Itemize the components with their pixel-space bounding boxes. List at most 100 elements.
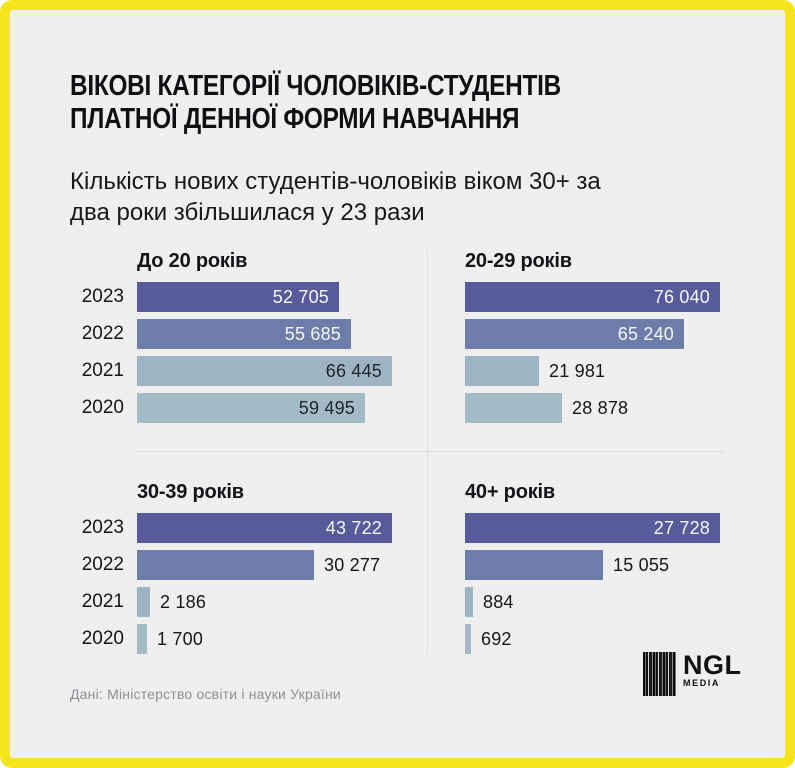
barcode-logo-icon (643, 652, 676, 696)
bar-row: 65 240 (465, 319, 725, 349)
bar-value-label: 30 277 (324, 555, 381, 575)
year-label: 2023 (81, 286, 124, 307)
bar-row: 2022 55 685 (70, 319, 427, 349)
bar-2022 (137, 550, 314, 580)
bar-row: 2021 2 186 (70, 587, 427, 617)
chart-subtitle-line2: два роки збільшилася у 23 рази (70, 199, 425, 226)
year-label: 2020 (81, 397, 124, 418)
bar-row: 2020 1 700 (70, 624, 427, 654)
bar-row: 21 981 (465, 356, 725, 386)
panel-rows: 76 040 65 240 21 981 28 878 (465, 282, 725, 423)
bar-row: 27 728 (465, 513, 725, 543)
panel-title: 30-39 років (137, 481, 244, 503)
panel-rows: 2023 52 705 2022 55 685 2021 66 445 2020 59 495 (70, 282, 427, 423)
bar-value-label: 59 495 (298, 398, 355, 418)
panel-0: До 20 років 2023 52 705 2022 55 685 2021 66 4… (70, 250, 427, 423)
bar-track: 2 186 (137, 587, 392, 617)
bar-track: 1 700 (137, 624, 392, 654)
logo-subname: MEDIA (683, 678, 720, 688)
ngl-logo: NGL MEDIA (643, 652, 742, 696)
bar-track: 52 705 (137, 282, 392, 312)
bar-row: 76 040 (465, 282, 725, 312)
bar-track: 884 (465, 587, 720, 617)
panel-2: 30-39 років 2023 43 722 2022 30 277 2021 2 18… (70, 481, 427, 654)
bar-value-label: 21 981 (549, 361, 606, 381)
bar-track: 692 (465, 624, 720, 654)
bar-row: 2022 30 277 (70, 550, 427, 580)
bar-track: 27 728 (465, 513, 720, 543)
panel-rows: 2023 43 722 2022 30 277 2021 2 186 2020 1 700 (70, 513, 427, 654)
bar-row: 2023 52 705 (70, 282, 427, 312)
bar-row: 2020 59 495 (70, 393, 427, 423)
bar-row: 2021 66 445 (70, 356, 427, 386)
bar-track: 76 040 (465, 282, 720, 312)
bar-value-label: 55 685 (284, 324, 341, 344)
bar-track: 55 685 (137, 319, 392, 349)
bar-value-label: 43 722 (325, 518, 382, 538)
bar-value-label: 2 186 (160, 592, 207, 612)
chart-subtitle: Кількість нових студентів-чоловіків віко… (70, 166, 785, 228)
bar-track: 30 277 (137, 550, 392, 580)
infographic-background: ВІКОВІ КАТЕГОРІЇ ЧОЛОВІКІВ-СТУДЕНТІВ ПЛА… (10, 10, 785, 758)
bar-2020: 59 495 (137, 393, 365, 423)
bar-track: 66 445 (137, 356, 392, 386)
bar-2021 (465, 587, 473, 617)
logo-name: NGL (683, 650, 742, 680)
chart-subtitle-line1: Кількість нових студентів-чоловіків віко… (70, 168, 601, 195)
bar-2023: 52 705 (137, 282, 339, 312)
year-label: 2020 (81, 628, 124, 649)
bar-value-label: 76 040 (653, 287, 710, 307)
source-note: Дані: Міністерство освіти і науки Україн… (70, 686, 341, 702)
year-label: 2021 (81, 591, 124, 612)
panel-divider-horizontal (137, 451, 725, 452)
panel-1: 20-29 років 76 040 65 240 21 981 28 878 (427, 250, 725, 423)
bar-2021: 66 445 (137, 356, 392, 386)
bar-track: 65 240 (465, 319, 720, 349)
page-title-line2: ПЛАТНОЇ ДЕННОЇ ФОРМИ НАВЧАННЯ (70, 103, 520, 135)
bar-value-label: 52 705 (272, 287, 329, 307)
ngl-logo-text: NGL MEDIA (683, 650, 742, 689)
charts-grid: До 20 років 2023 52 705 2022 55 685 2021 66 4… (70, 250, 725, 654)
year-label: 2022 (81, 323, 124, 344)
panel-title: 20-29 років (465, 250, 572, 272)
year-label: 2022 (81, 554, 124, 575)
bar-2021 (137, 587, 150, 617)
bar-track: 43 722 (137, 513, 392, 543)
panel-title: 40+ років (465, 481, 555, 503)
bar-2023: 27 728 (465, 513, 720, 543)
bar-2022: 55 685 (137, 319, 351, 349)
bar-track: 15 055 (465, 550, 720, 580)
bar-2020 (465, 393, 562, 423)
panel-title: До 20 років (137, 250, 248, 272)
bar-2023: 76 040 (465, 282, 720, 312)
bar-track: 59 495 (137, 393, 392, 423)
bar-value-label: 27 728 (653, 518, 710, 538)
page-title-line1: ВІКОВІ КАТЕГОРІЇ ЧОЛОВІКІВ-СТУДЕНТІВ (70, 70, 561, 102)
bar-2020 (137, 624, 147, 654)
panel-divider-vertical (427, 250, 428, 654)
bar-value-label: 1 700 (157, 629, 204, 649)
bar-row: 692 (465, 624, 725, 654)
year-label: 2021 (81, 360, 124, 381)
bar-2020 (465, 624, 471, 654)
bar-2022 (465, 550, 603, 580)
bar-row: 28 878 (465, 393, 725, 423)
bar-value-label: 15 055 (613, 555, 670, 575)
panel-rows: 27 728 15 055 884 692 (465, 513, 725, 654)
bar-row: 15 055 (465, 550, 725, 580)
bar-2021 (465, 356, 539, 386)
bar-value-label: 884 (483, 592, 514, 612)
page-title: ВІКОВІ КАТЕГОРІЇ ЧОЛОВІКІВ-СТУДЕНТІВ ПЛА… (70, 70, 671, 136)
bar-value-label: 66 445 (325, 361, 382, 381)
bar-row: 884 (465, 587, 725, 617)
bar-value-label: 65 240 (617, 324, 674, 344)
bar-track: 28 878 (465, 393, 720, 423)
year-label: 2023 (81, 517, 124, 538)
bar-2023: 43 722 (137, 513, 392, 543)
bar-row: 2023 43 722 (70, 513, 427, 543)
bar-value-label: 28 878 (572, 398, 629, 418)
bar-track: 21 981 (465, 356, 720, 386)
bar-2022: 65 240 (465, 319, 684, 349)
panel-3: 40+ років 27 728 15 055 884 692 (427, 481, 725, 654)
